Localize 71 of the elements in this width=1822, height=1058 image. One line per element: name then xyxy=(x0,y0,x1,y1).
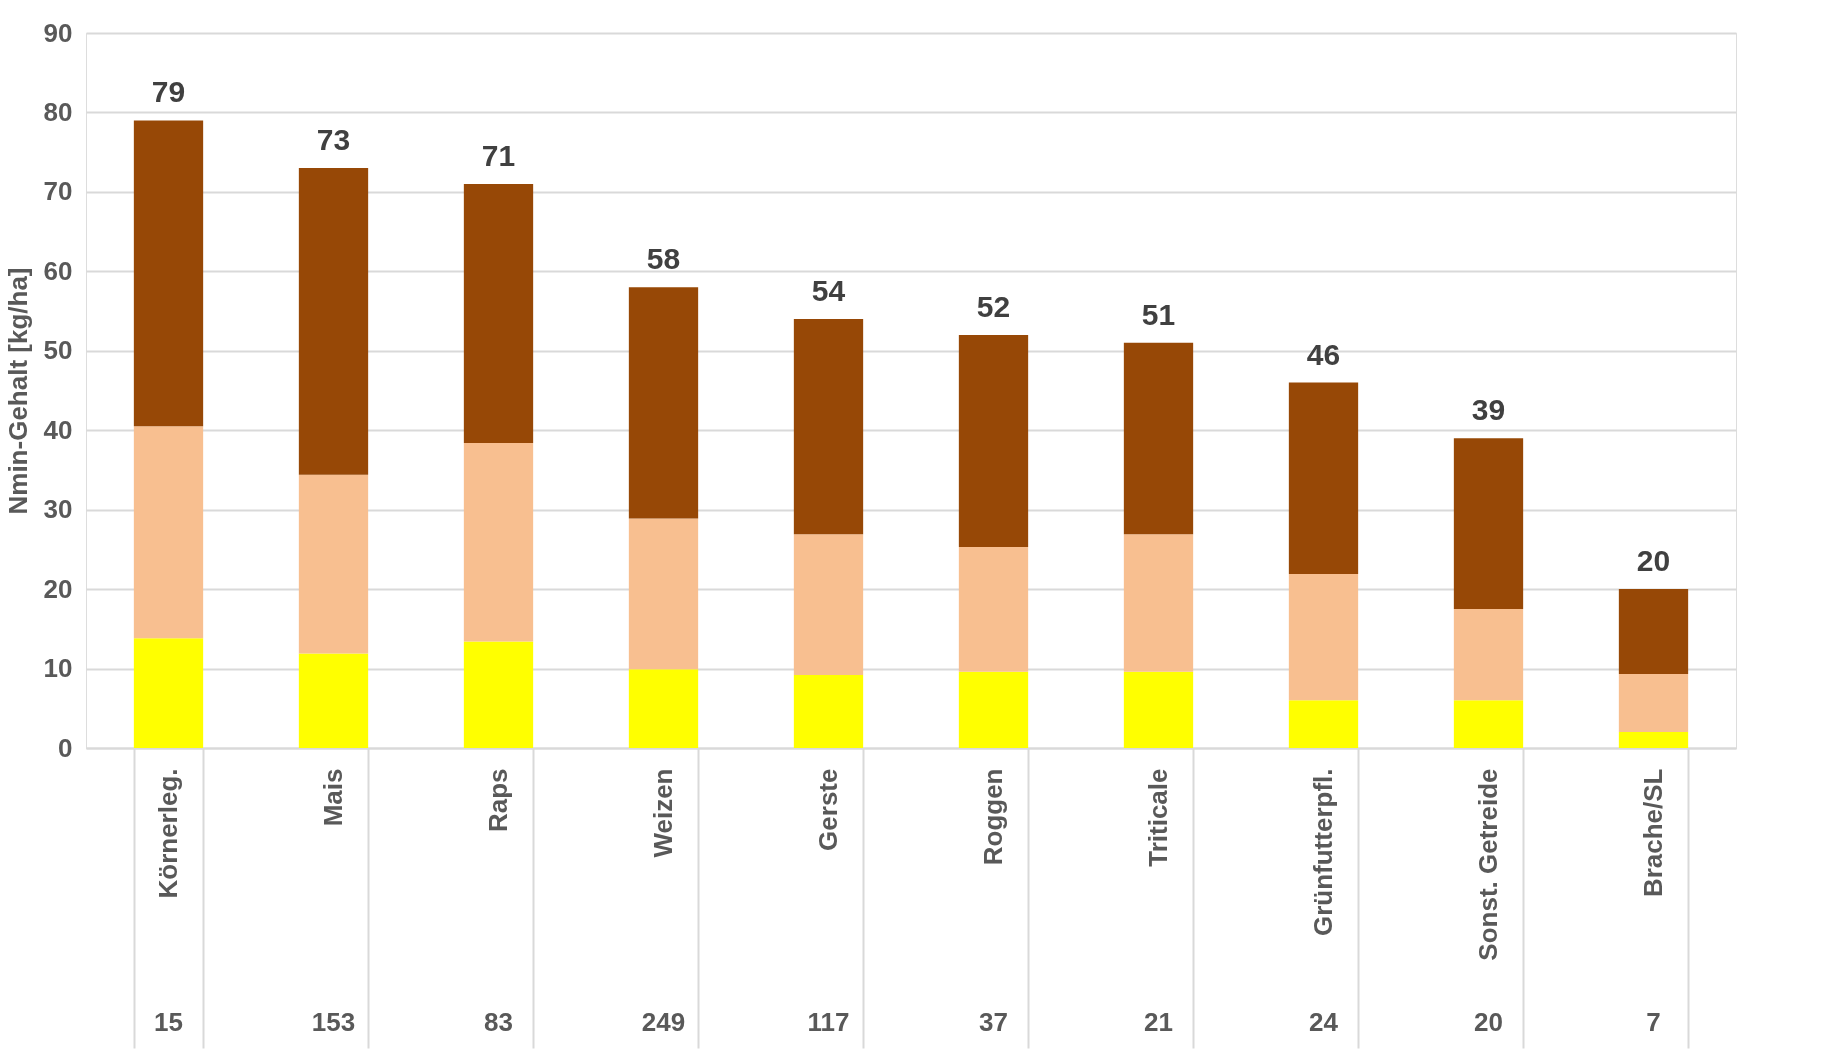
total-label: 39 xyxy=(1471,393,1506,427)
text: 20 xyxy=(1474,1007,1503,1037)
bar xyxy=(1453,438,1524,609)
total-label: 20 xyxy=(1636,544,1671,578)
bar xyxy=(793,534,864,675)
bar xyxy=(463,183,534,443)
text: 249 xyxy=(641,1007,686,1037)
text: 83 xyxy=(484,1007,513,1037)
total-label: 71 xyxy=(481,138,516,172)
bar xyxy=(1288,382,1359,575)
text: 117 xyxy=(807,1007,850,1037)
bar xyxy=(463,641,534,748)
bar xyxy=(1123,342,1194,535)
text: 37 xyxy=(979,1007,1008,1037)
bar xyxy=(958,547,1029,672)
y-tick-label: 30 xyxy=(43,494,73,525)
y-tick-label: 20 xyxy=(43,573,73,604)
x-tick-label: Brache/SL xyxy=(1638,768,1668,898)
bar xyxy=(958,671,1029,748)
bar xyxy=(133,120,204,427)
y-tick-label: 10 xyxy=(43,653,73,684)
total-label: 79 xyxy=(151,75,186,109)
y-axis-title: Nmin-Gehalt [kg/ha] xyxy=(2,267,33,515)
bar xyxy=(298,474,369,654)
total-label: 58 xyxy=(646,242,681,276)
bar xyxy=(1618,589,1689,675)
x-tick-label: Gerste xyxy=(813,768,843,851)
y-tick-label: 80 xyxy=(43,96,73,127)
x-tick-label: Sonst. Getreide xyxy=(1473,768,1503,961)
y-tick-label: 90 xyxy=(43,17,73,48)
x-tick-label: Weizen xyxy=(648,768,678,858)
x-tick-label: Triticale xyxy=(1143,768,1173,867)
bar xyxy=(1123,671,1194,748)
total-label: 54 xyxy=(811,274,846,307)
bar xyxy=(793,319,864,535)
bar xyxy=(298,168,369,475)
y-tick-label: 70 xyxy=(43,176,73,207)
bar xyxy=(1123,534,1194,672)
total-label: 73 xyxy=(316,123,351,157)
x-tick-label: Raps xyxy=(483,768,513,833)
text: 153 xyxy=(311,1007,356,1037)
bar xyxy=(133,426,204,639)
bar xyxy=(133,638,204,748)
bar xyxy=(463,442,534,642)
x-tick-label: Roggen xyxy=(978,768,1008,866)
x-tick-label: Mais xyxy=(318,768,348,827)
x-tick-label: Körnerleg. xyxy=(153,768,183,899)
bar xyxy=(793,674,864,748)
bar xyxy=(1618,732,1689,748)
text: 7 xyxy=(1646,1007,1661,1037)
bar xyxy=(628,669,699,748)
bar xyxy=(1453,700,1524,748)
text: 15 xyxy=(154,1007,183,1037)
bar xyxy=(628,518,699,670)
x-tick-label: Grünfutterpfl. xyxy=(1308,768,1338,937)
total-label: 51 xyxy=(1141,297,1176,331)
text: 24 xyxy=(1309,1007,1339,1037)
bar xyxy=(628,287,699,519)
bar xyxy=(1288,700,1359,748)
y-tick-label: 0 xyxy=(58,732,73,763)
bar xyxy=(1618,674,1689,733)
y-tick-label: 50 xyxy=(43,335,73,366)
text: 21 xyxy=(1144,1007,1173,1037)
bar xyxy=(298,653,369,748)
y-tick-label: 40 xyxy=(43,414,73,445)
total-label: 46 xyxy=(1306,337,1341,371)
y-tick-label: 60 xyxy=(43,255,73,286)
bar xyxy=(1453,608,1524,701)
bar xyxy=(958,334,1029,548)
bar xyxy=(1288,574,1359,701)
total-label: 52 xyxy=(976,289,1011,323)
